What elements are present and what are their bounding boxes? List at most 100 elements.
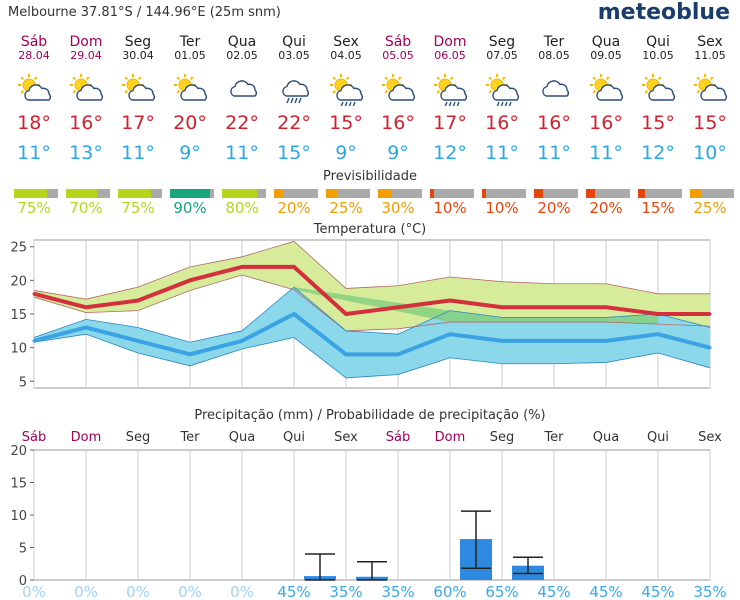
day-date: 03.05 <box>278 49 310 62</box>
precipitation-probability: 60% <box>433 583 466 600</box>
day-date: 02.05 <box>226 49 258 62</box>
day-name: Dom <box>69 34 103 50</box>
precip-day-label: Qua <box>229 430 255 445</box>
temperature-title: Temperatura (°C) <box>313 222 426 237</box>
sun-cloud-icon <box>122 74 155 106</box>
cloud-rain-icon <box>278 74 310 106</box>
min-temperature: 11° <box>537 142 571 164</box>
precip-day-label: Dom <box>71 430 102 445</box>
max-temperature-point <box>32 292 36 296</box>
predictability-bar <box>170 189 214 198</box>
precipitation-plot-area <box>33 449 711 581</box>
min-temperature-point <box>708 346 712 350</box>
day-name: Sex <box>333 34 359 50</box>
day-column: Sáb 05.05 16° 9° <box>372 34 424 174</box>
meteoblue-logo[interactable]: meteoblue <box>597 0 730 25</box>
min-temperature-point <box>500 339 504 343</box>
min-temperature-point <box>656 332 660 336</box>
location-label: Melbourne 37.81°S / 144.96°E (25m snm) <box>8 5 281 20</box>
max-temperature: 18° <box>17 112 51 134</box>
sun-cloud-rain-icon <box>486 74 519 108</box>
day-column: Dom 29.04 16° 13° <box>60 34 112 174</box>
max-temperature: 16° <box>485 112 519 134</box>
predictability-title: Previsibilidade <box>323 169 417 184</box>
predictability-percent: 75% <box>17 199 51 217</box>
max-temperature-point <box>604 305 608 309</box>
precipitation-probability: 45% <box>277 583 310 600</box>
predictability-fill <box>586 189 595 198</box>
max-temperature: 20° <box>173 112 207 134</box>
predictability-percent: 75% <box>121 199 155 217</box>
min-temperature-point <box>344 352 348 356</box>
predictability-bar <box>14 189 58 198</box>
min-band-lower-edge <box>33 333 711 379</box>
day-name: Qua <box>227 34 257 50</box>
min-temperature-point <box>604 339 608 343</box>
precip-y-tick-label: 5 <box>19 542 27 557</box>
min-temperature-point <box>32 339 36 343</box>
day-column: Sáb 28.04 18° 11° <box>8 34 60 174</box>
day-date: 11.05 <box>694 49 726 62</box>
precipitation-probability: 0% <box>22 583 46 600</box>
precipitation-probability: 35% <box>693 583 726 600</box>
min-temperature: 12° <box>641 142 675 164</box>
max-temperature-point <box>240 265 244 269</box>
predictability-fill <box>170 189 210 198</box>
sun-cloud-icon <box>382 74 415 106</box>
precip-day-label: Sex <box>334 430 358 445</box>
y-tick-label: 15 <box>10 308 27 323</box>
min-temperature: 9° <box>179 142 201 164</box>
predictability-percent: 70% <box>69 199 103 217</box>
precipitation-probability: 0% <box>74 583 98 600</box>
predictability-fill <box>638 189 645 198</box>
sun-cloud-icon <box>18 74 51 106</box>
sun-cloud-rain-icon <box>434 74 467 108</box>
predictability-percent: 20% <box>537 199 571 217</box>
predictability-bar <box>430 189 474 198</box>
predictability-percent: 25% <box>329 199 363 217</box>
max-temperature-point <box>344 312 348 316</box>
day-column: Seg 07.05 16° 11° <box>476 34 528 174</box>
temperature-chart: Temperatura (°C) 5 10 15 20 25 <box>10 222 712 390</box>
predictability-percent: 20% <box>277 199 311 217</box>
max-band-lower-edge <box>33 274 711 332</box>
predictability-fill <box>482 189 487 198</box>
max-temperature: 22° <box>225 112 259 134</box>
predictability-percent: 10% <box>485 199 519 217</box>
precip-y-tick-label: 10 <box>10 509 27 524</box>
max-temperature: 17° <box>433 112 467 134</box>
max-temperature-point <box>552 305 556 309</box>
max-temperature: 15° <box>693 112 727 134</box>
predictability-bar <box>118 189 162 198</box>
predictability-percent: 25% <box>693 199 727 217</box>
predictability-bar <box>66 189 110 198</box>
day-name: Qui <box>646 34 670 50</box>
min-temperature-point <box>188 352 192 356</box>
day-name: Seg <box>488 34 516 50</box>
precipitation-probability: 35% <box>381 583 414 600</box>
min-temperature: 13° <box>69 142 103 164</box>
day-date: 29.04 <box>70 49 102 62</box>
y-tick-label: 25 <box>10 241 27 256</box>
day-column: Sex 04.05 15° 9° <box>320 34 372 174</box>
min-temperature: 9° <box>335 142 357 164</box>
sun-cloud-icon <box>70 74 103 106</box>
max-temperature-line <box>33 264 710 316</box>
precipitation-title: Precipitação (mm) / Probabilidade de pre… <box>194 408 545 423</box>
day-column: Sex 11.05 15° 10° <box>684 34 736 174</box>
day-name: Sáb <box>20 34 48 50</box>
min-temperature-point <box>136 339 140 343</box>
min-band-upper-edge <box>33 286 711 343</box>
max-temperature: 16° <box>589 112 623 134</box>
precipitation-probability: 0% <box>178 583 202 600</box>
precip-day-label: Qua <box>593 430 619 445</box>
predictability-fill <box>14 189 47 198</box>
predictability-percent: 30% <box>381 199 415 217</box>
max-temperature: 16° <box>381 112 415 134</box>
day-date: 09.05 <box>590 49 622 62</box>
precip-day-label: Sáb <box>386 430 410 445</box>
precip-day-label: Ter <box>543 430 564 445</box>
min-temperature-point <box>448 332 452 336</box>
max-temperature-point <box>656 312 660 316</box>
max-temperature: 15° <box>329 112 363 134</box>
